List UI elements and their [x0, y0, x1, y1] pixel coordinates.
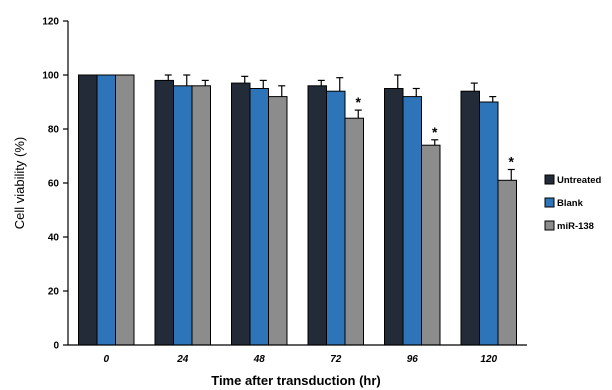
significance-markers: * * * — [356, 94, 515, 169]
legend-swatch — [544, 220, 555, 231]
x-axis-title: Time after transduction (hr) — [211, 373, 381, 388]
bars — [78, 74, 517, 346]
legend: Untreated Blank miR-138 — [544, 174, 602, 232]
y-axis-title: Cell viability (%) — [12, 137, 27, 229]
x-axis-tick-labels: 0 24 48 72 96 120 — [103, 354, 497, 365]
y-tick-label: 60 — [48, 179, 60, 190]
bar-untreated-120 — [460, 90, 480, 346]
bar-blank-48 — [249, 88, 269, 346]
x-tick-label: 24 — [176, 354, 189, 365]
bar-mir-138-48 — [268, 96, 288, 346]
y-axis-tick-labels: 0 20 40 60 80 100 120 — [42, 17, 59, 352]
bar-mir-138-72 — [344, 117, 364, 346]
bar-untreated-48 — [231, 82, 251, 346]
x-tick-label: 96 — [407, 354, 419, 365]
y-tick-label: 40 — [48, 233, 60, 244]
y-tick-label: 120 — [42, 17, 59, 28]
bar-untreated-0 — [78, 74, 98, 346]
legend-swatch — [544, 197, 555, 208]
error-bars — [164, 74, 515, 181]
significance-star: * — [509, 154, 515, 170]
bar-mir-138-24 — [191, 85, 211, 346]
x-tick-label: 0 — [103, 354, 109, 365]
x-tick-label: 120 — [480, 354, 497, 365]
legend-label: miR-138 — [557, 221, 594, 232]
bar-blank-24 — [173, 85, 193, 346]
bar-blank-0 — [96, 74, 116, 346]
bar-mir-138-96 — [421, 144, 441, 346]
legend-label: Untreated — [557, 175, 602, 186]
bar-untreated-24 — [154, 79, 174, 346]
bar-untreated-96 — [384, 88, 404, 346]
significance-star: * — [432, 124, 438, 140]
x-tick-label: 72 — [330, 354, 342, 365]
y-tick-label: 0 — [53, 341, 59, 352]
bar-mir-138-120 — [497, 179, 517, 346]
y-tick-label: 20 — [48, 287, 60, 298]
y-axis-ticks — [63, 20, 68, 346]
bar-untreated-72 — [307, 85, 327, 346]
significance-star: * — [356, 94, 362, 110]
legend-label: Blank — [557, 198, 584, 209]
legend-swatch — [544, 174, 555, 185]
bar-blank-72 — [326, 90, 346, 346]
bar-blank-96 — [402, 96, 422, 346]
bar-mir-138-0 — [115, 74, 135, 346]
x-tick-label: 48 — [253, 354, 266, 365]
y-tick-label: 80 — [48, 125, 60, 136]
y-tick-label: 100 — [42, 71, 59, 82]
bar-blank-120 — [479, 101, 499, 346]
